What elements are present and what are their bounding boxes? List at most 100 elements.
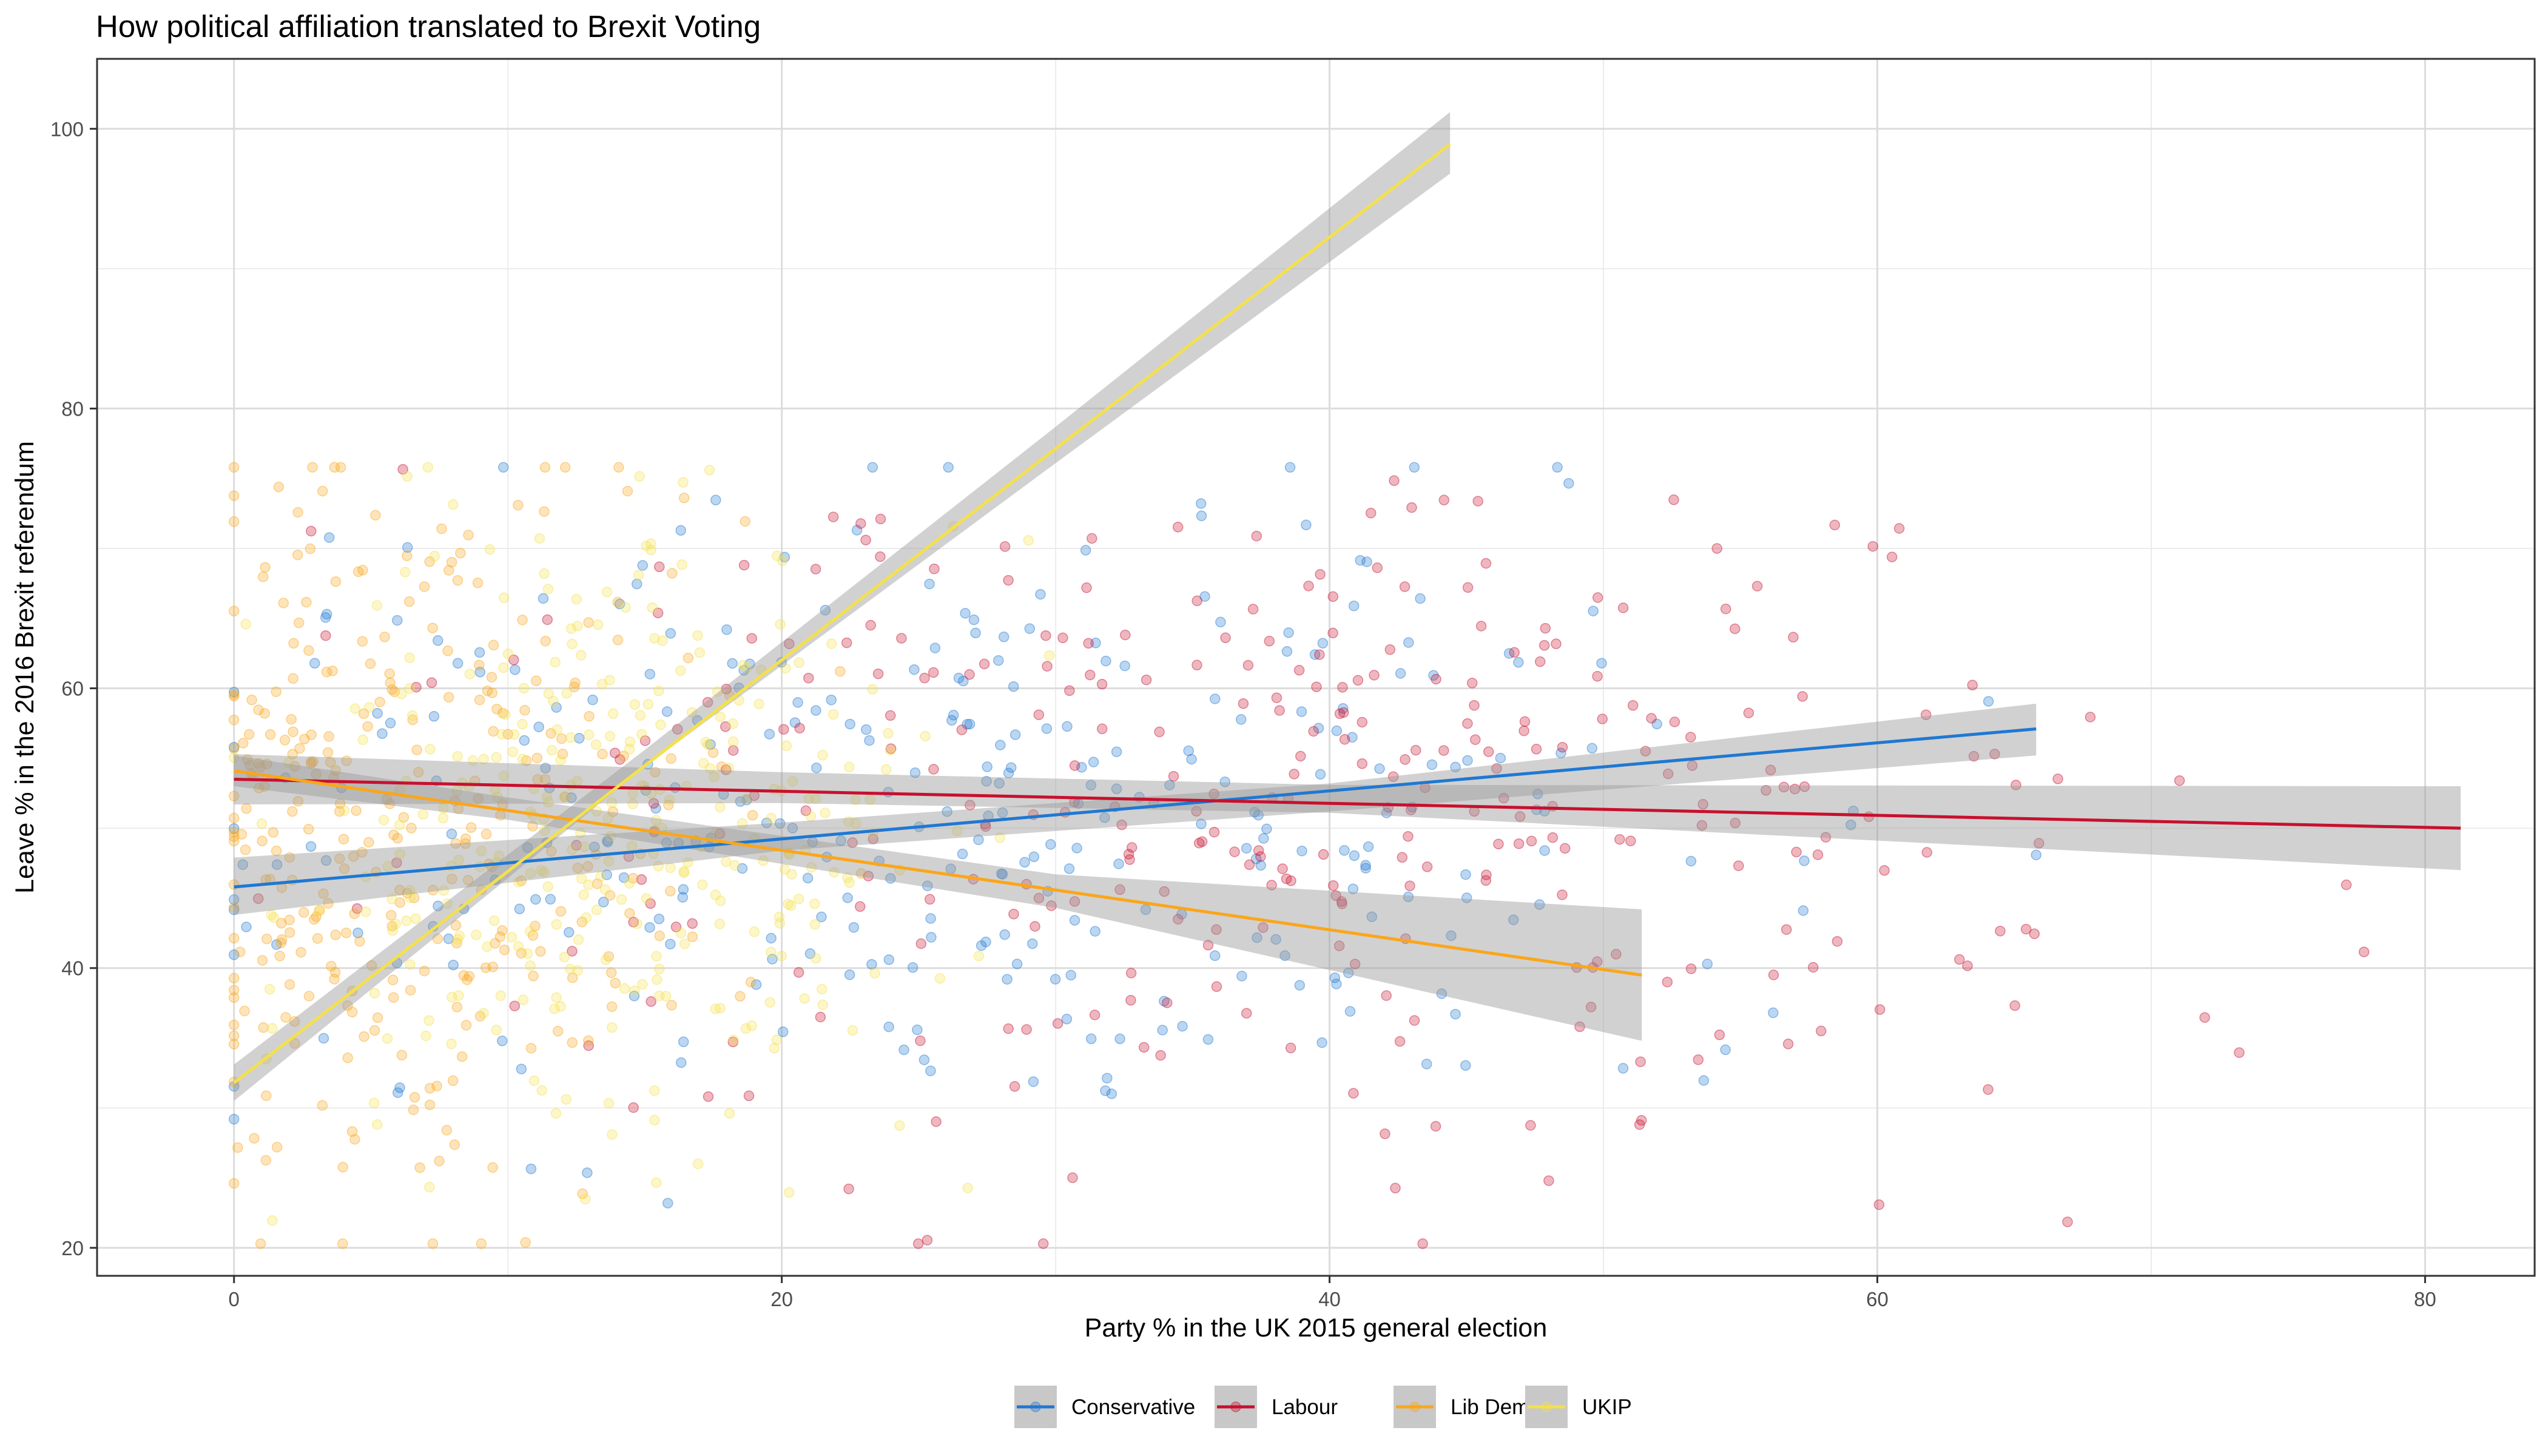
data-point	[476, 846, 487, 857]
data-point	[645, 538, 656, 549]
data-point	[1845, 819, 1856, 831]
data-point	[1611, 949, 1622, 960]
data-point	[766, 932, 777, 944]
data-point	[1040, 630, 1051, 641]
data-point	[352, 566, 364, 578]
data-point	[924, 578, 935, 590]
legend-item-conservative[interactable]: Conservative	[1014, 1386, 1195, 1428]
data-point	[1361, 556, 1372, 567]
data-point	[844, 718, 855, 730]
data-point	[928, 764, 939, 775]
data-point	[1781, 924, 1792, 935]
data-point	[1591, 956, 1603, 967]
data-point	[1030, 921, 1040, 932]
data-point	[1617, 602, 1629, 613]
data-point	[872, 668, 884, 679]
data-point	[1279, 950, 1290, 962]
data-point	[551, 918, 562, 930]
legend-item-ukip[interactable]: UKIP	[1525, 1386, 1632, 1428]
data-point	[1765, 764, 1776, 776]
data-point	[1270, 934, 1281, 945]
data-point	[792, 697, 803, 708]
data-point	[538, 866, 550, 878]
data-point	[738, 665, 749, 676]
data-point	[1829, 519, 1841, 531]
y-tick-label: 80	[61, 397, 84, 420]
data-point	[1634, 1119, 1645, 1130]
data-point	[280, 1012, 291, 1023]
data-point	[516, 948, 527, 959]
data-point	[228, 687, 240, 698]
data-point	[313, 905, 325, 917]
legend-item-lib-dems[interactable]: Lib Dems	[1394, 1386, 1540, 1428]
data-point	[228, 1039, 240, 1050]
legend-item-labour[interactable]: Labour	[1215, 1386, 1338, 1428]
data-point	[1983, 1084, 1994, 1095]
data-point	[602, 813, 613, 824]
data-point	[804, 948, 816, 959]
data-point	[1751, 581, 1763, 592]
points-labour	[252, 463, 2370, 1249]
data-point	[1651, 718, 1662, 730]
data-point	[721, 764, 732, 775]
legend[interactable]: Conservative Labour Lib Dems UKIP	[1014, 1386, 1632, 1428]
data-point	[1296, 706, 1307, 717]
data-point	[491, 752, 502, 763]
data-point	[437, 812, 449, 824]
data-point	[844, 761, 855, 773]
data-point	[1338, 707, 1349, 718]
data-point	[965, 800, 976, 811]
data-point	[803, 672, 814, 684]
data-point	[618, 750, 629, 762]
data-point	[1702, 959, 1713, 969]
data-point	[271, 845, 282, 857]
data-point	[1253, 809, 1264, 821]
data-point	[698, 758, 709, 769]
data-point	[473, 793, 484, 804]
data-point	[583, 1035, 594, 1046]
data-point	[406, 710, 418, 721]
data-point	[1480, 875, 1492, 886]
data-point	[1173, 914, 1184, 925]
data-point	[330, 765, 341, 776]
data-point	[362, 721, 373, 732]
data-point	[578, 889, 590, 900]
data-point	[1395, 668, 1406, 679]
data-point	[678, 1036, 689, 1048]
data-point	[495, 990, 507, 1002]
data-point	[301, 596, 312, 608]
data-point	[705, 739, 716, 750]
data-point	[1168, 770, 1179, 782]
data-point	[539, 774, 551, 785]
data-point	[771, 1034, 783, 1045]
data-point	[1236, 971, 1247, 982]
data-point	[1281, 646, 1293, 657]
data-point	[2174, 775, 2185, 786]
data-point	[451, 1002, 463, 1013]
data-point	[1365, 507, 1377, 519]
data-point	[365, 658, 376, 669]
data-point	[1327, 627, 1338, 639]
data-point	[885, 710, 896, 721]
data-point	[232, 1142, 243, 1153]
data-point	[271, 1142, 283, 1153]
data-point	[427, 1238, 439, 1249]
data-point	[1096, 679, 1108, 690]
trend-line-ukip	[233, 143, 1451, 1084]
data-point	[322, 747, 334, 758]
data-point	[254, 783, 265, 794]
data-point	[567, 972, 578, 983]
data-point	[539, 462, 551, 473]
points-ukip	[228, 462, 1055, 1226]
data-point	[419, 965, 430, 977]
data-point	[349, 703, 361, 714]
data-point	[357, 847, 368, 858]
data-point	[1588, 605, 1599, 616]
data-point	[506, 932, 517, 943]
data-point	[565, 623, 577, 634]
data-point	[1399, 581, 1410, 592]
data-point	[620, 602, 632, 613]
data-point	[1592, 592, 1603, 603]
data-point	[1050, 974, 1061, 985]
data-point	[1033, 892, 1045, 904]
